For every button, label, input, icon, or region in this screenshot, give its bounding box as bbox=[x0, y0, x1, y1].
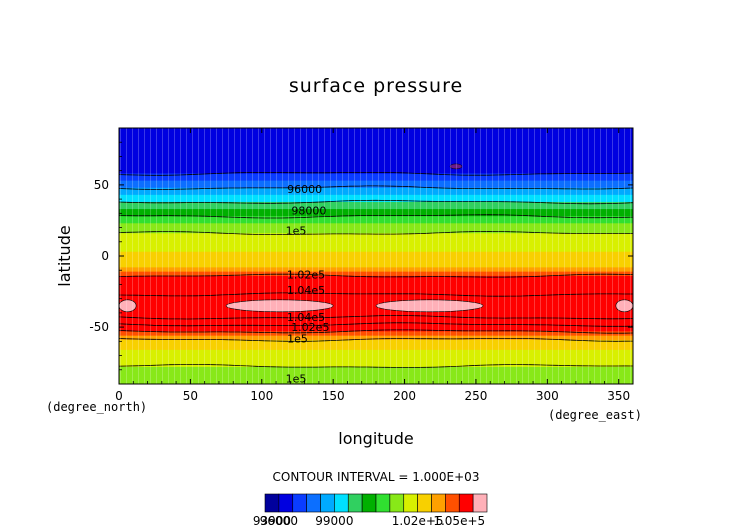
contour-label: 1.04e5 bbox=[287, 284, 325, 297]
contour-interval-text: CONTOUR INTERVAL = 1.000E+03 bbox=[273, 470, 480, 484]
x-tick-label: 200 bbox=[393, 389, 416, 403]
colorbar-swatch bbox=[347, 493, 363, 513]
plot-area bbox=[119, 128, 633, 384]
colorbar bbox=[264, 493, 488, 513]
colorbar-tick-label: 1.05e+5 bbox=[433, 514, 485, 528]
x-axis-ticks: 0 50 100 150 200 250 300 350 bbox=[115, 128, 630, 403]
y-axis-units: (degree_north) bbox=[46, 400, 147, 414]
colorbar-swatch bbox=[375, 493, 391, 513]
contour-label: 1e5 bbox=[286, 224, 307, 237]
x-tick-label: 100 bbox=[250, 389, 273, 403]
colorbar-swatch bbox=[334, 493, 349, 513]
colorbar-tick-label: 1.02e+5 bbox=[392, 514, 444, 528]
x-tick-label: 150 bbox=[322, 389, 345, 403]
colorbar-tick-label: 93900 bbox=[253, 514, 291, 528]
contour-label: 96000 bbox=[287, 183, 322, 196]
contour-label: 1.04e5 bbox=[287, 311, 325, 324]
colorbar-swatch bbox=[445, 493, 460, 513]
y-tick-label: 50 bbox=[94, 178, 109, 192]
colorbar-swatch bbox=[278, 493, 294, 513]
colorbar-swatch bbox=[389, 493, 405, 513]
x-tick-label: 0 bbox=[115, 389, 123, 403]
x-axis-units: (degree_east) bbox=[548, 408, 642, 422]
contour-labels: 96000980001e51.02e51.04e51.04e51.02e51e5… bbox=[286, 183, 330, 385]
contour-label: 1e5 bbox=[286, 372, 307, 385]
x-axis-label: longitude bbox=[338, 429, 413, 448]
contour-label: 1.02e5 bbox=[291, 321, 329, 334]
contour-label: 98000 bbox=[291, 204, 326, 217]
y-axis-ticks: -50 0 50 bbox=[89, 141, 633, 371]
colorbar-swatch bbox=[403, 493, 418, 513]
colorbar-swatch bbox=[320, 493, 335, 513]
contour-label: 1.02e5 bbox=[287, 268, 325, 281]
y-tick-label: 0 bbox=[101, 249, 109, 263]
colorbar-swatch bbox=[306, 493, 321, 513]
colorbar-swatch bbox=[361, 493, 377, 513]
x-tick-label: 350 bbox=[607, 389, 630, 403]
colorbar-swatch bbox=[431, 493, 446, 513]
grid-overlay bbox=[119, 128, 633, 384]
colorbar-tick-label: 99000 bbox=[315, 514, 353, 528]
chart-title: surface pressure bbox=[289, 75, 463, 97]
y-tick-label: -50 bbox=[89, 320, 109, 334]
colorbar-swatch bbox=[458, 493, 474, 513]
colorbar-swatch bbox=[264, 493, 280, 513]
colorbar-swatch bbox=[472, 493, 488, 513]
colorbar-swatch bbox=[417, 493, 432, 513]
colorbar-tick-label: 96000 bbox=[260, 514, 298, 528]
contour-label: 1e5 bbox=[287, 332, 308, 345]
x-tick-label: 300 bbox=[536, 389, 559, 403]
x-tick-label: 50 bbox=[183, 389, 198, 403]
y-axis-label: latitude bbox=[55, 225, 74, 286]
colorbar-swatch bbox=[292, 493, 307, 513]
x-tick-label: 250 bbox=[464, 389, 487, 403]
